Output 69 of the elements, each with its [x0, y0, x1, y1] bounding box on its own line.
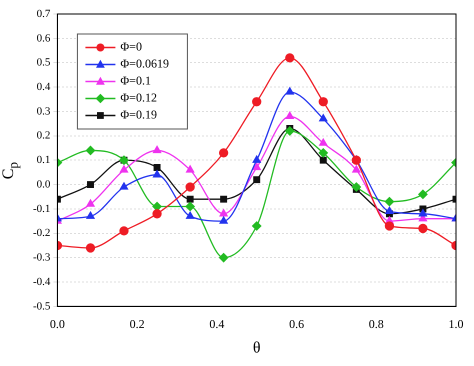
y-tick-label: 0.5 — [36, 56, 51, 69]
point — [218, 253, 228, 262]
point — [120, 182, 128, 190]
point — [384, 196, 394, 206]
point — [154, 164, 161, 171]
x-tick-label: 0.8 — [368, 316, 384, 331]
x-tick-label: 0.2 — [130, 316, 145, 331]
point — [320, 156, 327, 164]
point — [385, 206, 394, 214]
y-tick-label: -0.1 — [32, 202, 50, 215]
legend-label: Φ=0.12 — [120, 90, 157, 105]
point — [418, 190, 428, 199]
y-tick-label: 0.2 — [36, 130, 50, 142]
x-tick-label: 0.6 — [289, 316, 304, 331]
point — [352, 182, 362, 192]
point — [185, 182, 195, 192]
point — [252, 221, 262, 231]
point — [318, 97, 328, 106]
legend-label: Φ=0.1 — [120, 74, 151, 88]
y-tick-label: 0.6 — [36, 32, 51, 44]
point — [220, 209, 228, 216]
point — [119, 226, 129, 236]
x-tick-label: 0.0 — [50, 316, 65, 331]
point — [186, 196, 194, 203]
point — [285, 126, 294, 136]
point — [418, 224, 428, 234]
point — [418, 209, 428, 216]
point — [319, 114, 328, 122]
y-tick-label: 0.7 — [36, 8, 51, 20]
point — [152, 146, 162, 154]
y-tick-label: 0.0 — [36, 178, 51, 190]
legend-label: Φ=0 — [120, 40, 142, 54]
point — [252, 162, 261, 170]
point — [253, 176, 260, 184]
point — [186, 165, 194, 173]
x-axis-title: θ — [252, 340, 261, 357]
point — [220, 196, 228, 203]
point — [87, 181, 94, 188]
point — [86, 199, 95, 207]
y-tick-label: -0.2 — [32, 227, 50, 240]
point — [86, 243, 96, 253]
point — [186, 212, 194, 219]
point — [152, 170, 162, 178]
point — [384, 221, 394, 231]
point — [352, 165, 360, 173]
y-tick-label: -0.4 — [32, 276, 51, 288]
point — [220, 216, 228, 224]
point — [152, 209, 162, 218]
point — [286, 87, 294, 95]
point — [286, 112, 294, 119]
y-tick-label: -0.5 — [32, 300, 51, 312]
point — [86, 146, 96, 156]
point — [86, 212, 95, 219]
y-tick-label: -0.3 — [32, 252, 51, 264]
point — [218, 148, 228, 158]
x-tick-label: 0.4 — [209, 316, 224, 331]
y-tick-label: 0.3 — [36, 105, 51, 118]
point — [318, 148, 328, 158]
point — [285, 53, 294, 63]
point — [120, 165, 128, 173]
point — [252, 156, 261, 163]
legend-label: Φ=0.19 — [120, 108, 157, 122]
y-tick-label: 0.4 — [36, 80, 51, 93]
point — [252, 97, 262, 106]
y-tick-label: 0.1 — [36, 154, 50, 166]
legend-label: Φ=0.0619 — [120, 56, 169, 71]
x-tick-label: 1.0 — [448, 316, 464, 331]
point — [185, 202, 195, 212]
point — [319, 138, 328, 146]
